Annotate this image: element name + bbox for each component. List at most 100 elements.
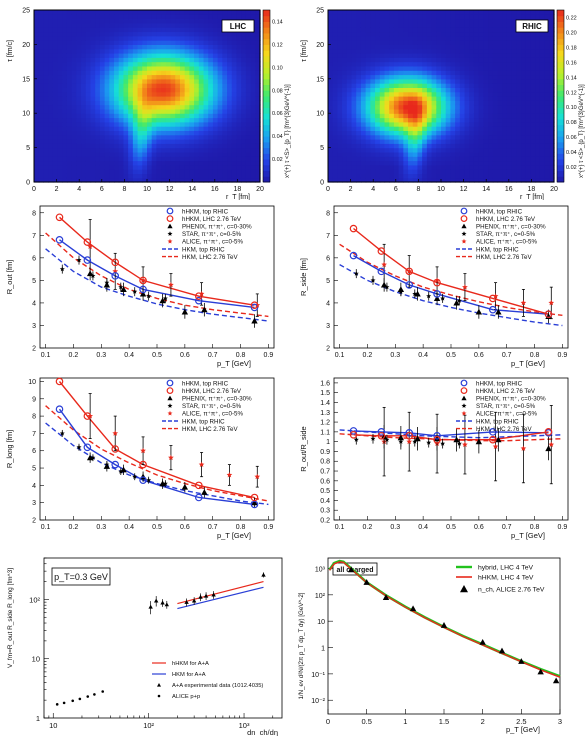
heatmap-cell [436, 78, 442, 84]
heatmap-cell [492, 160, 499, 166]
heatmap-cell [455, 40, 461, 45]
heatmap-cell [217, 57, 223, 63]
heatmap-cell [132, 14, 139, 20]
heatmap-cell [62, 27, 68, 33]
heatmap-cell [81, 18, 87, 24]
heatmap-cell [250, 44, 256, 50]
heatmap-cell [156, 96, 162, 101]
colorbar-frame [556, 9, 565, 183]
heatmap-cell [436, 74, 442, 80]
heatmap-cell [412, 108, 419, 114]
heatmap-cell [328, 160, 334, 166]
heatmap-cell [151, 53, 158, 58]
heatmap-cell [34, 130, 40, 136]
heatmap-cell [445, 91, 452, 97]
heatmap-cell [535, 130, 541, 136]
heatmap-cell [236, 10, 242, 15]
heatmap-cell [114, 164, 120, 170]
heatmap-cell [71, 177, 77, 183]
heatmap-cell [483, 164, 489, 170]
heatmap-cell [332, 169, 339, 174]
heatmap-cell [370, 113, 376, 119]
heatmap-cell [408, 91, 414, 97]
y-tick-label: 25 [316, 8, 324, 15]
heatmap-cell [370, 147, 376, 153]
heatmap-cell [250, 177, 256, 183]
heatmap-cell [365, 96, 371, 101]
heatmap-cell [66, 126, 73, 131]
heatmap-cell [81, 113, 87, 119]
heatmap-cell [464, 65, 470, 71]
heatmap-cell [250, 61, 256, 67]
legend-marker-hhkm-rhic [460, 207, 468, 215]
heatmap-cell [431, 18, 437, 24]
heatmap-cell [492, 91, 499, 97]
heatmap-cell [241, 40, 247, 45]
heatmap-cell [123, 18, 129, 24]
heatmap-cell [492, 53, 499, 58]
heatmap-cell [403, 117, 409, 123]
heatmap-cell [109, 164, 115, 170]
alice-point [87, 243, 93, 249]
heatmap-cell [123, 74, 129, 80]
heatmap-cell [52, 22, 59, 28]
heatmap-cell [521, 177, 527, 183]
heatmap-cell [521, 143, 527, 149]
heatmap-cell [170, 14, 176, 20]
heatmap-cell [104, 160, 110, 166]
heatmap-cell [384, 147, 390, 153]
heatmap-cell [332, 108, 339, 114]
y-tick-label: 1.5 [320, 390, 330, 397]
heatmap-cell [360, 70, 367, 76]
heatmap-cell [483, 14, 489, 20]
heatmap-cell [445, 164, 452, 170]
heatmap-cell [332, 96, 339, 101]
heatmap-cell [217, 87, 223, 93]
heatmap-cell [506, 147, 513, 153]
heatmap-cell [179, 143, 186, 149]
heatmap-cell [346, 156, 353, 162]
hhkm-lhc-marker [139, 460, 147, 469]
heatmap-cell [431, 151, 437, 157]
heatmap-cell [198, 53, 205, 58]
heatmap-cell [539, 160, 546, 166]
hkm-rhic-line [45, 422, 269, 506]
heatmap-cell [52, 104, 59, 110]
heatmap-cell [109, 121, 115, 127]
heatmap-cell [184, 100, 190, 106]
heatmap-cell [236, 173, 242, 179]
heatmap-cell [473, 139, 480, 144]
heatmap-cell [389, 96, 395, 101]
heatmap-cell [227, 61, 233, 67]
heatmap-cell [473, 169, 480, 174]
heatmap-cell [511, 48, 517, 54]
heatmap-cell [198, 177, 205, 183]
heatmap-cell [375, 177, 381, 183]
heatmap-cell [450, 35, 456, 41]
heatmap-cell [34, 139, 40, 144]
heatmap-cell [346, 40, 353, 45]
heatmap-cell [337, 74, 343, 80]
heatmap-cell [337, 173, 343, 179]
heatmap-cell [104, 31, 110, 37]
heatmap-cell [95, 156, 101, 162]
heatmap-cell [393, 78, 400, 84]
heatmap-cell [360, 35, 367, 41]
heatmap-cell [217, 44, 223, 50]
heatmap-cell [161, 100, 167, 106]
heatmap-cell [48, 87, 54, 93]
heatmap-cell [478, 22, 484, 28]
heatmap-cell [379, 151, 386, 157]
heatmap-cell [165, 78, 172, 84]
heatmap-cell [483, 143, 489, 149]
colorbar-segment [263, 27, 270, 34]
heatmap-cell [255, 160, 261, 166]
heatmap-cell [506, 156, 513, 162]
heatmap-cell [441, 10, 447, 15]
rlong-chart: 0.1 0.2 0.3 0.4 0.5 0.6 0.7 0.8 0.92345678910p_T… [5, 377, 275, 540]
heatmap-cell [417, 160, 423, 166]
heatmap-cell [198, 117, 205, 123]
heatmap-cell [99, 27, 106, 33]
heatmap-cell [137, 35, 143, 41]
heatmap-cell [389, 126, 395, 131]
